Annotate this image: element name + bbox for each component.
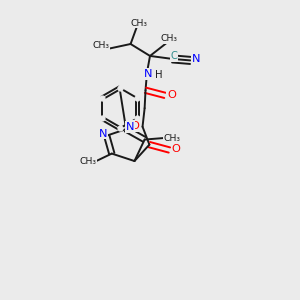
Text: O: O <box>172 144 180 154</box>
Text: CH₃: CH₃ <box>130 19 148 28</box>
Text: O: O <box>130 121 140 131</box>
Text: CH₃: CH₃ <box>92 41 109 50</box>
Text: N: N <box>99 129 107 139</box>
Text: O: O <box>167 90 176 100</box>
Text: CH₃: CH₃ <box>161 34 178 43</box>
Text: CH₃: CH₃ <box>80 157 96 166</box>
Text: H: H <box>155 70 163 80</box>
Text: N: N <box>144 69 153 79</box>
Text: N: N <box>125 122 134 132</box>
Text: C: C <box>170 51 177 61</box>
Text: N: N <box>191 54 200 64</box>
Text: CH₃: CH₃ <box>163 134 180 142</box>
